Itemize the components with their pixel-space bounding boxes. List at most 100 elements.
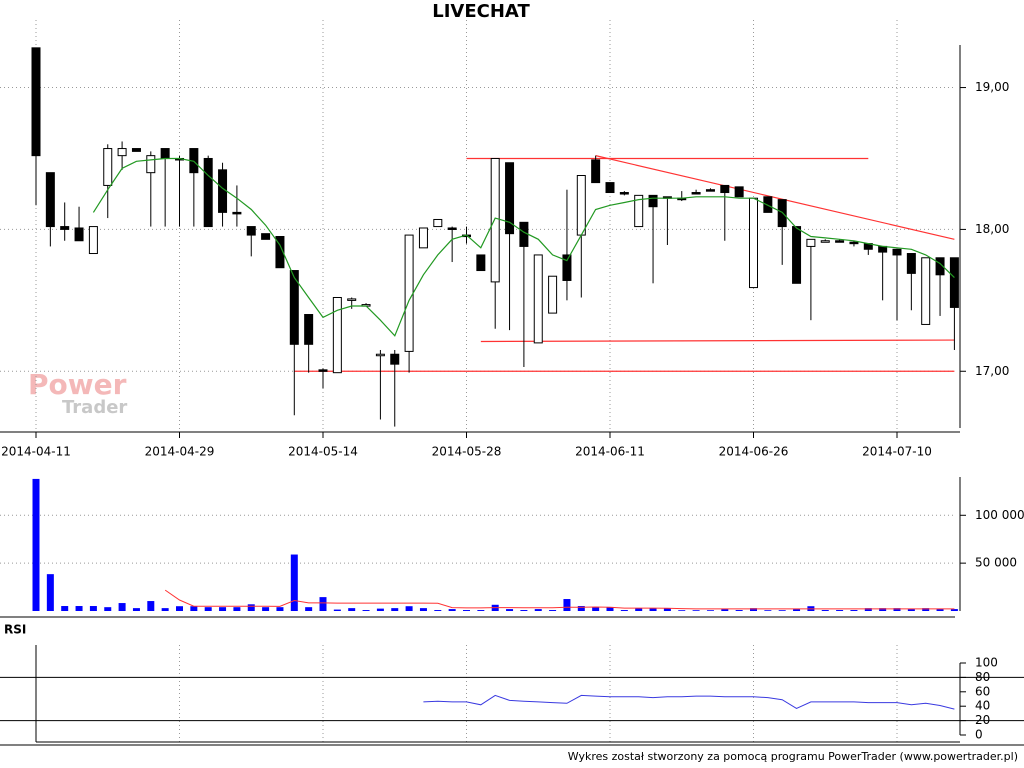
candle-body <box>160 148 170 159</box>
candle-body <box>88 226 98 255</box>
chart-title: LIVECHAT <box>432 1 530 22</box>
watermark-power: Power <box>28 368 127 401</box>
candle-body <box>390 353 400 365</box>
y-tick-label: 60 <box>975 684 990 698</box>
volume-bar <box>577 606 585 611</box>
volume-bar <box>793 609 801 611</box>
y-tick-label: 19,00 <box>975 80 1009 94</box>
volume-bar <box>190 606 198 611</box>
volume-bar <box>706 610 714 611</box>
candle-body <box>476 254 486 272</box>
volume-bar <box>821 610 829 611</box>
volume-bar <box>75 606 83 611</box>
volume-bar <box>663 608 671 611</box>
volume-bar <box>32 478 40 611</box>
volume-bar <box>649 608 657 611</box>
candle-body <box>792 226 802 284</box>
volume-bar <box>936 609 944 611</box>
candle-body <box>648 194 658 208</box>
x-tick-label: 2014-07-10 <box>862 445 932 459</box>
candle-body <box>433 218 443 228</box>
candle-body <box>878 245 888 253</box>
candle-body <box>734 186 744 198</box>
candle-body <box>562 254 572 281</box>
volume-bar <box>893 608 901 611</box>
volume-bar <box>319 597 327 611</box>
volume-bar <box>635 608 643 611</box>
candle-body <box>74 227 84 242</box>
volume-bar <box>61 606 69 611</box>
x-tick-label: 2014-05-14 <box>288 445 358 459</box>
volume-bar <box>132 608 140 611</box>
volume-bar <box>348 608 356 611</box>
candle-body <box>275 236 285 269</box>
volume-bar <box>376 608 384 611</box>
y-tick-label: 0 <box>975 728 983 742</box>
volume-bar <box>463 610 470 611</box>
rsi-line <box>423 694 955 710</box>
volume-bar <box>950 609 958 611</box>
candle-body <box>519 221 529 247</box>
volume-bar <box>836 610 844 611</box>
volume-bar <box>764 610 772 611</box>
volume-bar <box>219 607 227 611</box>
candle-body <box>146 155 156 174</box>
watermark-trader: Trader <box>62 397 127 418</box>
volume-bar <box>391 608 399 611</box>
volume-bar <box>305 607 313 611</box>
y-tick-label: 18,00 <box>975 222 1009 236</box>
volume-bar <box>362 610 370 611</box>
volume-bar <box>290 554 298 611</box>
candle-body <box>232 211 242 215</box>
x-tick-label: 2014-06-11 <box>575 445 645 459</box>
volume-bar <box>233 607 241 611</box>
candle-body <box>117 148 127 157</box>
candle-body <box>332 296 342 374</box>
volume-bar <box>534 609 542 611</box>
volume-bar <box>333 609 341 611</box>
candle-body <box>404 234 414 352</box>
candle-body <box>591 159 601 184</box>
volume-bar <box>276 607 284 611</box>
moving-average <box>92 157 955 337</box>
candle-body <box>605 182 615 194</box>
rsi-title: RSI <box>4 623 26 637</box>
volume-bar <box>750 608 757 611</box>
volume-bar <box>46 574 54 611</box>
volume-bar <box>176 606 183 611</box>
candle-body <box>246 226 256 236</box>
candle-body <box>806 238 816 247</box>
candle-body <box>576 175 586 236</box>
candle-body <box>949 257 959 308</box>
volume-bar <box>692 610 700 611</box>
candle-body <box>749 197 758 289</box>
candle-body <box>447 227 457 230</box>
volume-bar <box>204 607 212 611</box>
volume-bar <box>721 609 729 611</box>
volume-bar <box>907 609 915 611</box>
y-tick-label: 100 000 <box>975 508 1024 522</box>
candle-body <box>418 227 428 249</box>
candle-body <box>835 240 845 243</box>
candle-body <box>849 241 859 245</box>
x-tick-label: 2014-06-26 <box>719 445 789 459</box>
candle-body <box>45 172 55 228</box>
volume-bar <box>405 606 413 611</box>
candle-body <box>490 157 500 283</box>
candle-body <box>533 254 543 344</box>
volume-bar <box>563 599 571 611</box>
volume-bar <box>922 608 930 611</box>
volume-bar <box>147 601 155 611</box>
volume-bar <box>448 609 456 611</box>
x-tick-label: 2014-04-29 <box>145 445 215 459</box>
candle-body <box>261 233 271 240</box>
candle-body <box>347 298 357 301</box>
candle-body <box>906 253 916 274</box>
volume-bar <box>620 610 628 611</box>
volume-bar <box>104 607 112 611</box>
candle-body <box>935 257 945 276</box>
candle-body <box>203 157 213 228</box>
volume-bar <box>678 610 686 611</box>
candle-body <box>318 369 328 372</box>
